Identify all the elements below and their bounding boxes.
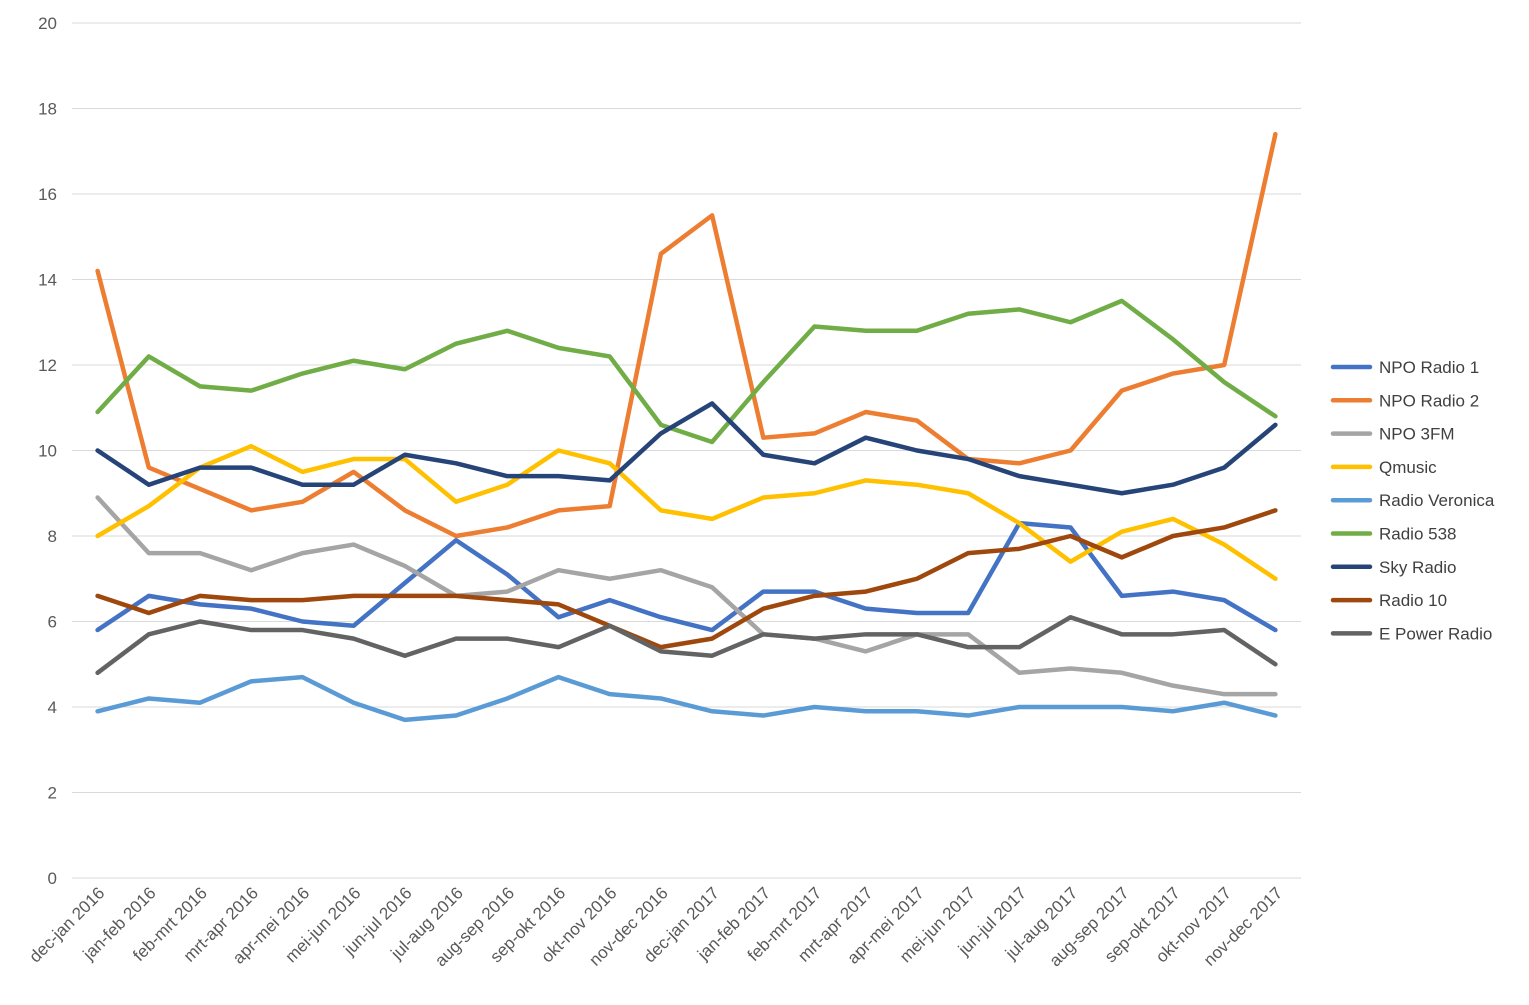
- y-tick-label: 16: [38, 185, 57, 204]
- legend-label-qmusic: Qmusic: [1379, 458, 1437, 477]
- series-lines: [95, 131, 1278, 723]
- legend-label-radio-538: Radio 538: [1379, 525, 1457, 544]
- series-line-npo-3fm: [95, 495, 1278, 697]
- legend-label-npo-radio-2: NPO Radio 2: [1379, 391, 1479, 410]
- y-axis-ticks: 0 2 4 6 8 10 12 14 16 18 20: [38, 14, 57, 888]
- y-tick-label: 14: [38, 271, 57, 290]
- series-line-sky-radio: [95, 401, 1278, 496]
- y-tick-label: 2: [48, 784, 57, 803]
- y-tick-label: 8: [48, 527, 57, 546]
- series-line-qmusic: [95, 443, 1278, 581]
- legend-label-npo-3fm: NPO 3FM: [1379, 425, 1455, 444]
- y-tick-label: 0: [48, 869, 57, 888]
- legend-label-sky-radio: Sky Radio: [1379, 558, 1456, 577]
- legend-label-radio-10: Radio 10: [1379, 591, 1447, 610]
- legend-label-npo-radio-1: NPO Radio 1: [1379, 358, 1479, 377]
- series-line-npo-radio-2: [95, 131, 1278, 539]
- y-tick-label: 6: [48, 613, 57, 632]
- y-tick-label: 18: [38, 100, 57, 119]
- y-tick-label: 20: [38, 14, 57, 33]
- legend: NPO Radio 1 NPO Radio 2 NPO 3FM Qmusic Radio…: [1330, 358, 1495, 643]
- series-line-e-power-radio: [95, 614, 1278, 676]
- y-tick-label: 10: [38, 442, 57, 461]
- series-line-radio-10: [95, 508, 1278, 650]
- grid-lines: [72, 22, 1301, 879]
- legend-label-e-power-radio: E Power Radio: [1379, 624, 1492, 643]
- legend-label-radio-veronica: Radio Veronica: [1379, 491, 1495, 510]
- series-line-radio-veronica: [95, 674, 1278, 723]
- y-tick-label: 4: [48, 698, 57, 717]
- y-tick-label: 12: [38, 356, 57, 375]
- series-line-radio-538: [95, 298, 1278, 445]
